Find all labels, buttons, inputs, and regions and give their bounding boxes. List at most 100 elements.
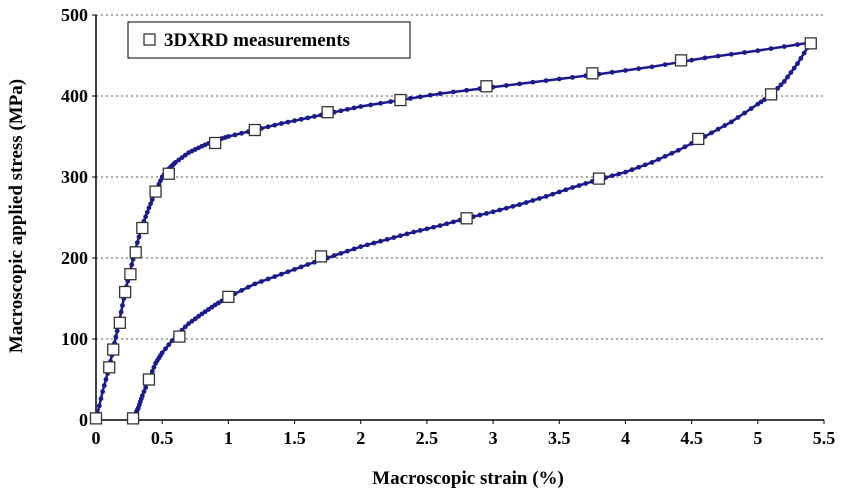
loading-curve-point — [417, 94, 423, 100]
unloading-curve-point — [371, 240, 377, 246]
loading-curve-point — [795, 42, 800, 47]
loading-curve-point — [100, 389, 106, 395]
unloading-curve-point — [192, 316, 198, 322]
loading-curve-point — [543, 78, 549, 84]
unloading-curve-point — [424, 226, 430, 232]
unloading-curve-point — [278, 271, 284, 277]
y-tick-label: 400 — [61, 86, 88, 106]
x-tick-label: 3.5 — [548, 428, 571, 448]
loading-curve-point — [305, 115, 311, 121]
unloading-curve-point — [484, 211, 489, 216]
unloading-curve-point — [404, 231, 410, 237]
unloading-curve-point — [755, 101, 761, 107]
unloading-curve — [131, 41, 812, 419]
loading-curve-point — [312, 114, 317, 119]
unloading-curve-point — [398, 233, 403, 239]
x-tick-label: 0 — [92, 428, 101, 448]
unloading-curve-point — [563, 187, 569, 193]
measurement-marker — [674, 54, 688, 67]
measurement-marker — [173, 330, 186, 343]
unloading-curve-point — [791, 65, 797, 71]
loading-curve-point — [134, 240, 140, 246]
unloading-curve-point — [437, 223, 443, 229]
loading-curve-point — [715, 53, 721, 59]
measurement-marker — [129, 246, 142, 259]
unloading-curve-point — [245, 284, 251, 290]
measurement-marker — [124, 268, 137, 281]
unloading-curve-point — [378, 238, 383, 244]
legend-box — [127, 21, 411, 59]
measurement-marker — [107, 343, 120, 356]
measurement-marker — [321, 106, 334, 119]
unloading-curve-point — [259, 279, 264, 284]
measurement-marker — [149, 185, 162, 198]
unloading-curve-point — [510, 203, 516, 209]
unloading-curve-point — [801, 50, 807, 56]
loading-curve-point — [781, 44, 787, 49]
loading-curve-point — [649, 64, 655, 70]
unloading-curve-point — [252, 281, 258, 287]
unloading-curve-point — [778, 82, 784, 88]
measurement-marker — [394, 93, 407, 107]
unloading-curve-point — [530, 198, 536, 203]
unloading-curve-point — [715, 126, 721, 132]
measurement-marker — [222, 290, 235, 304]
loading-curve-point — [755, 48, 761, 54]
loading-curve-point — [407, 96, 413, 101]
curves — [93, 40, 814, 423]
unloading-curve-point — [153, 360, 158, 366]
loading-curve-point — [368, 102, 374, 108]
loading-curve-point — [265, 124, 271, 130]
unloading-curve-point — [583, 181, 589, 186]
unloading-curve-point — [609, 173, 615, 179]
unloading-curve-point — [189, 318, 195, 324]
unloading-curve-point — [550, 191, 556, 197]
unloading-curve-point — [576, 183, 582, 188]
unloading-curve-point — [331, 253, 337, 258]
x-tick-label: 4.5 — [680, 428, 703, 448]
unloading-curve-point — [338, 250, 344, 256]
measurement-marker — [248, 123, 261, 137]
unloading-curve-point — [642, 162, 648, 168]
measurement-marker — [113, 316, 126, 329]
legend-marker — [143, 33, 156, 46]
unloading-curve-point — [391, 235, 397, 240]
unloading-curve-point — [503, 205, 509, 211]
y-tick-label: 500 — [61, 5, 88, 25]
unloading-curve-point — [450, 219, 456, 225]
unloading-curve-point — [166, 342, 172, 348]
unloading-curve-point — [616, 171, 622, 177]
loading-curve-point — [662, 62, 668, 68]
grid — [96, 14, 824, 340]
unloading-curve-point — [629, 167, 635, 173]
unloading-curve-point — [523, 200, 529, 205]
axes — [95, 15, 824, 421]
loading-curve-point — [182, 152, 188, 158]
unloading-curve-point — [265, 276, 271, 282]
unloading-curve-point — [345, 248, 350, 254]
unloading-curve-point — [556, 189, 562, 195]
unloading-curve-point — [662, 153, 668, 159]
measurement-marker — [692, 132, 705, 146]
loading-curve-point — [146, 205, 152, 211]
x-tick-label: 2 — [356, 428, 365, 448]
loading-curve-point — [144, 209, 150, 215]
x-tick-label: 2.5 — [416, 428, 439, 448]
unloading-curve-point — [285, 269, 291, 275]
unloading-curve-point — [543, 194, 549, 199]
unloading-curve-point — [735, 115, 741, 120]
loading-curve-point — [179, 155, 185, 160]
unloading-curve-point — [358, 244, 364, 250]
y-tick-label: 200 — [61, 248, 88, 268]
measurement-marker — [586, 67, 599, 80]
measurement-marker — [764, 88, 778, 101]
x-tick-label: 1.5 — [283, 428, 306, 448]
legend-label: 3DXRD measurements — [164, 30, 350, 51]
unloading-curve-point — [417, 228, 423, 233]
loading-curve-point — [530, 79, 536, 85]
unloading-curve-point — [364, 242, 370, 248]
loading-curve-point — [143, 214, 149, 220]
unloading-curve-point — [517, 202, 522, 207]
unloading-curve-point — [497, 207, 503, 213]
